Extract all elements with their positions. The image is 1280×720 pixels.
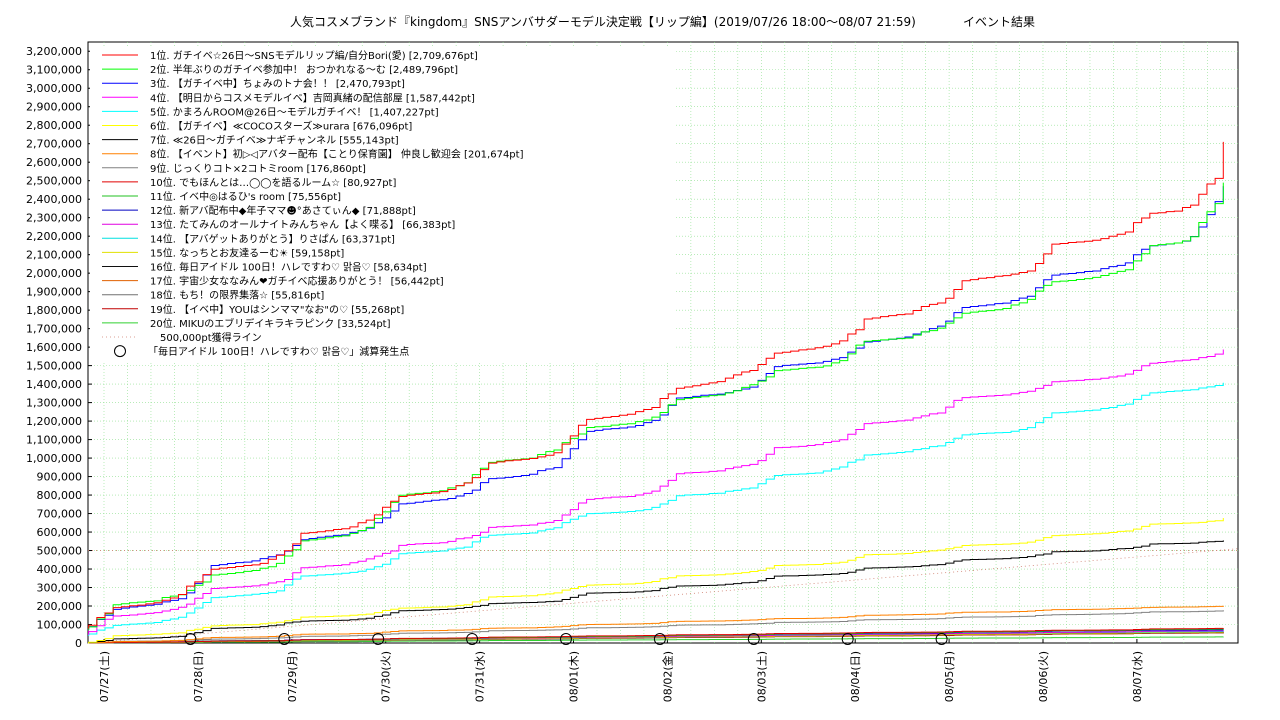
y-tick-label: 2,500,000 — [26, 175, 82, 188]
y-tick-label: 200,000 — [37, 600, 83, 613]
y-tick-label: 2,700,000 — [26, 138, 82, 151]
y-tick-label: 900,000 — [37, 471, 83, 484]
legend-label: 6位. 【ガチイベ】≪COCOスターズ≫urara [676,096pt] — [150, 120, 412, 133]
y-tick-label: 600,000 — [37, 526, 83, 539]
x-tick-label: 08/05(月) — [943, 651, 956, 702]
decrease-marker — [935, 633, 948, 645]
decrease-marker — [653, 633, 666, 645]
y-tick-label: 500,000 — [37, 545, 83, 558]
legend-label: 5位. かまろんROOM@26日〜モデルガチイベ！ [1,407,227pt] — [150, 105, 439, 118]
y-tick-label: 1,200,000 — [26, 415, 82, 428]
series-line — [88, 182, 1224, 630]
legend-label: 7位. ≪26日〜ガチイベ≫ナギチャンネル [555,143pt] — [150, 134, 399, 147]
y-tick-label: 1,700,000 — [26, 323, 82, 336]
legend-label: 16位. 毎日アイドル 100日！ハレですわ♡ 맑음♡ [58,634pt] — [150, 261, 427, 274]
y-tick-label: 1,500,000 — [26, 360, 82, 373]
legend-label: 11位. イベ中◎はるひ's room [75,556pt] — [150, 190, 341, 203]
y-tick-label: 1,900,000 — [26, 286, 82, 299]
legend-label: 13位. たてみんのオールナイトみんちゃん【よく喋る】 [66,383pt] — [150, 218, 455, 231]
series-line — [88, 605, 1224, 644]
y-tick-label: 1,400,000 — [26, 378, 82, 391]
series-line — [88, 141, 1224, 629]
legend-label: 12位. 新アバ配布中◆年子ママ☻°あさてぃん◆ [71,888pt] — [150, 204, 416, 217]
y-tick-label: 2,200,000 — [26, 230, 82, 243]
reference-diagonal — [87, 548, 1239, 644]
series-line — [88, 627, 1224, 644]
legend-label: 2位. 半年ぶりのガチイベ参加中！ おつかれなる〜む [2,489,796pt] — [150, 63, 458, 76]
series-line — [88, 540, 1224, 644]
decrease-marker — [278, 633, 291, 645]
legend-label: 4位. 【明日からコスメモデルイベ】吉岡真緒の配信部屋 [1,587,442pt… — [150, 91, 475, 104]
y-tick-label: 1,800,000 — [26, 304, 82, 317]
chart-title-suffix: イベント結果 — [963, 15, 1035, 29]
plot-area: 0 100,000 200,000 300,000 400,000 500,000 600,… — [26, 41, 1239, 702]
series-line — [88, 636, 1224, 644]
y-tick-label: 2,300,000 — [26, 212, 82, 225]
y-tick-label: 100,000 — [37, 619, 83, 632]
legend-label: 19位. 【イベ中】YOUはシンママ"なお"の♡ [55,268pt] — [150, 303, 404, 316]
x-tick-label: 07/31(水) — [474, 651, 487, 702]
series-line — [88, 349, 1224, 635]
y-tick-label: 1,100,000 — [26, 434, 82, 447]
y-tick-label: 2,400,000 — [26, 193, 82, 206]
legend-label: 15位. なっちとお友達るーむ☀ [59,158pt] — [150, 246, 344, 259]
legend-label-marker: 「毎日アイドル 100日！ハレですわ♡ 맑음♡」減算発生点 — [148, 345, 409, 358]
legend-label: 8位. 【イベント】初▷◁アバター配布【ことり保育園】 仲良し歓迎会 [201,… — [150, 148, 524, 161]
x-tick-label: 08/03(土) — [755, 651, 768, 702]
x-tick-label: 08/02(金) — [660, 651, 674, 702]
y-tick-label: 3,000,000 — [26, 82, 82, 95]
x-tick-label: 07/27(土) — [98, 651, 111, 702]
decrease-marker — [559, 633, 572, 645]
y-tick-label: 400,000 — [37, 563, 83, 576]
x-tick-label: 07/28(日) — [192, 651, 205, 702]
y-tick-label: 1,600,000 — [26, 341, 82, 354]
y-tick-label: 700,000 — [37, 508, 83, 521]
legend-label: 9位. じっくりコト×2コトミroom [176,860pt] — [150, 162, 366, 175]
decrease-marker — [184, 633, 197, 645]
legend-label: 20位. MIKUのエブリデイキラキラピンク [33,524pt] — [150, 317, 391, 330]
y-tick-label: 2,000,000 — [26, 267, 82, 280]
x-tick-label: 07/30(火) — [380, 651, 393, 702]
y-tick-label: 2,600,000 — [26, 156, 82, 169]
series-line — [88, 610, 1224, 644]
legend-label-reference: 500,000pt獲得ライン — [160, 331, 262, 344]
series-line — [88, 382, 1224, 636]
y-tick-label: 0 — [75, 637, 82, 650]
legend-label: 1位. ガチイベ☆26日〜SNSモデルリップ編/自分Bori(愛) [2,709… — [150, 49, 478, 62]
y-tick-label: 1,300,000 — [26, 397, 82, 410]
y-tick-label: 2,900,000 — [26, 101, 82, 114]
y-tick-label: 1,000,000 — [26, 452, 82, 465]
y-tick-label: 300,000 — [37, 582, 83, 595]
x-tick-label: 08/01(木) — [568, 651, 581, 702]
y-tick-label: 800,000 — [37, 489, 83, 502]
legend-label: 10位. でもほんとは…◯◯を語るルーム☆ [80,927pt] — [150, 176, 396, 189]
legend-label: 3位. 【ガチイベ中】ちょみのトナ会！！ [2,470,793pt] — [150, 77, 405, 90]
y-tick-label: 3,200,000 — [26, 45, 82, 58]
decrease-marker — [466, 633, 479, 645]
decrease-marker — [841, 633, 854, 645]
legend-label: 14位. 【アバゲットありがとう】りさぱん [63,371pt] — [150, 232, 395, 245]
x-tick-label: 08/07(水) — [1131, 651, 1144, 702]
chart-title: 人気コスメブランド『kingdom』SNSアンバサダーモデル決定戦【リップ編】(… — [290, 14, 916, 29]
y-tick-label: 3,100,000 — [26, 64, 82, 77]
decrease-marker — [747, 633, 760, 645]
x-tick-label: 08/06(火) — [1037, 651, 1050, 702]
legend-marker-circle — [114, 345, 126, 358]
decrease-marker — [372, 633, 385, 645]
legend-label: 17位. 宇宙少女ななみん❤ガチイベ応援ありがとう！ [56,442pt] — [150, 275, 444, 288]
y-tick-label: 2,100,000 — [26, 249, 82, 262]
x-tick-label: 07/29(月) — [286, 651, 299, 702]
y-tick-label: 2,800,000 — [26, 119, 82, 132]
legend-label: 18位. もち！の限界集落☆ [55,816pt] — [150, 289, 324, 302]
x-tick-label: 08/04(日) — [849, 651, 862, 702]
series-line — [88, 517, 1224, 644]
legend-box — [90, 46, 675, 363]
